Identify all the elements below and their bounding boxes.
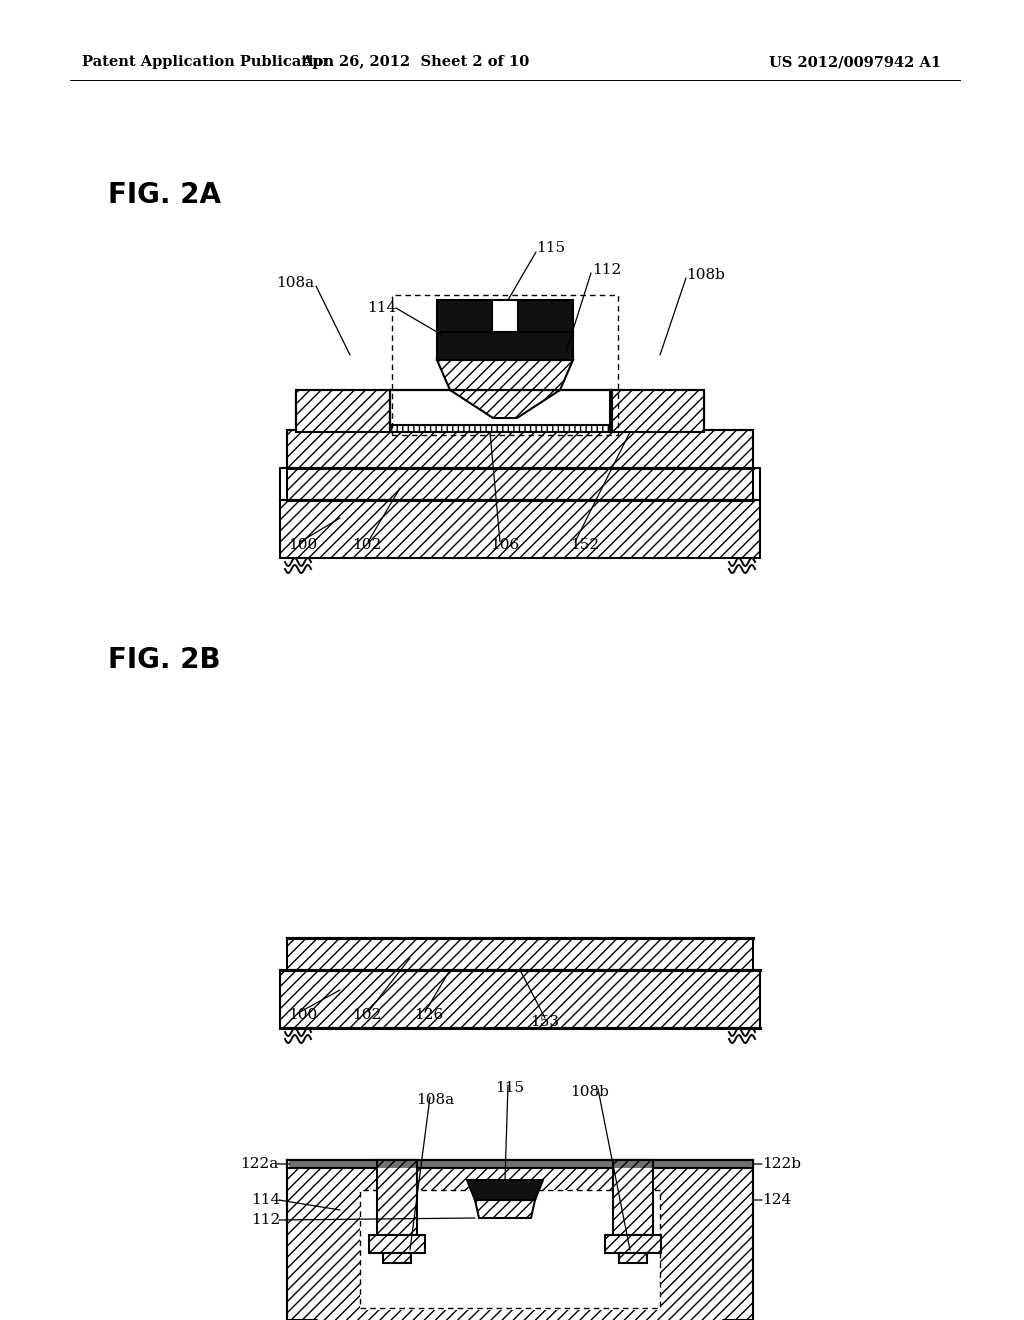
Polygon shape [610,389,705,432]
Text: 112: 112 [251,1213,280,1228]
Text: FIG. 2B: FIG. 2B [108,645,220,675]
Bar [287,1160,753,1168]
Text: 108a: 108a [275,276,314,290]
Polygon shape [280,500,760,558]
Text: 114: 114 [367,301,396,315]
Polygon shape [518,300,573,333]
Text: 108b: 108b [686,268,725,282]
Text: FIG. 2A: FIG. 2A [108,181,221,209]
Polygon shape [605,1236,662,1253]
Polygon shape [296,389,390,432]
Text: Patent Application Publication: Patent Application Publication [82,55,334,69]
Text: 106: 106 [490,539,519,552]
Bar [392,294,618,436]
Polygon shape [287,430,753,469]
Text: 122b: 122b [762,1158,801,1171]
Polygon shape [390,389,612,425]
Text: 122a: 122a [240,1158,278,1171]
Polygon shape [369,1236,425,1253]
Text: 102: 102 [352,1008,381,1022]
Text: 100: 100 [288,1008,317,1022]
Polygon shape [383,1253,411,1263]
Polygon shape [492,300,518,333]
Polygon shape [390,425,612,432]
Text: 114: 114 [251,1193,280,1206]
Text: US 2012/0097942 A1: US 2012/0097942 A1 [769,55,941,69]
Polygon shape [437,360,573,389]
Polygon shape [377,1160,417,1236]
Text: 126: 126 [414,1008,443,1022]
Text: 115: 115 [496,1081,524,1096]
Text: 112: 112 [592,263,622,277]
Polygon shape [287,1160,753,1320]
Text: 108b: 108b [570,1085,609,1100]
Polygon shape [475,1200,535,1218]
Polygon shape [437,330,573,360]
Bar [360,1191,660,1308]
Polygon shape [467,1180,543,1200]
Text: 124: 124 [762,1193,792,1206]
Polygon shape [450,389,560,418]
Polygon shape [437,300,492,333]
Polygon shape [280,970,760,1028]
Polygon shape [287,939,753,970]
Bar [360,1191,660,1309]
Text: 115: 115 [536,242,565,255]
Text: 153: 153 [530,1015,559,1030]
Polygon shape [613,1160,653,1236]
Text: 108a: 108a [416,1093,454,1107]
Polygon shape [618,1253,647,1263]
Text: Apr. 26, 2012  Sheet 2 of 10: Apr. 26, 2012 Sheet 2 of 10 [301,55,529,69]
Text: 102: 102 [352,539,381,552]
Text: 152: 152 [570,539,599,552]
Polygon shape [287,469,753,500]
Text: 100: 100 [288,539,317,552]
